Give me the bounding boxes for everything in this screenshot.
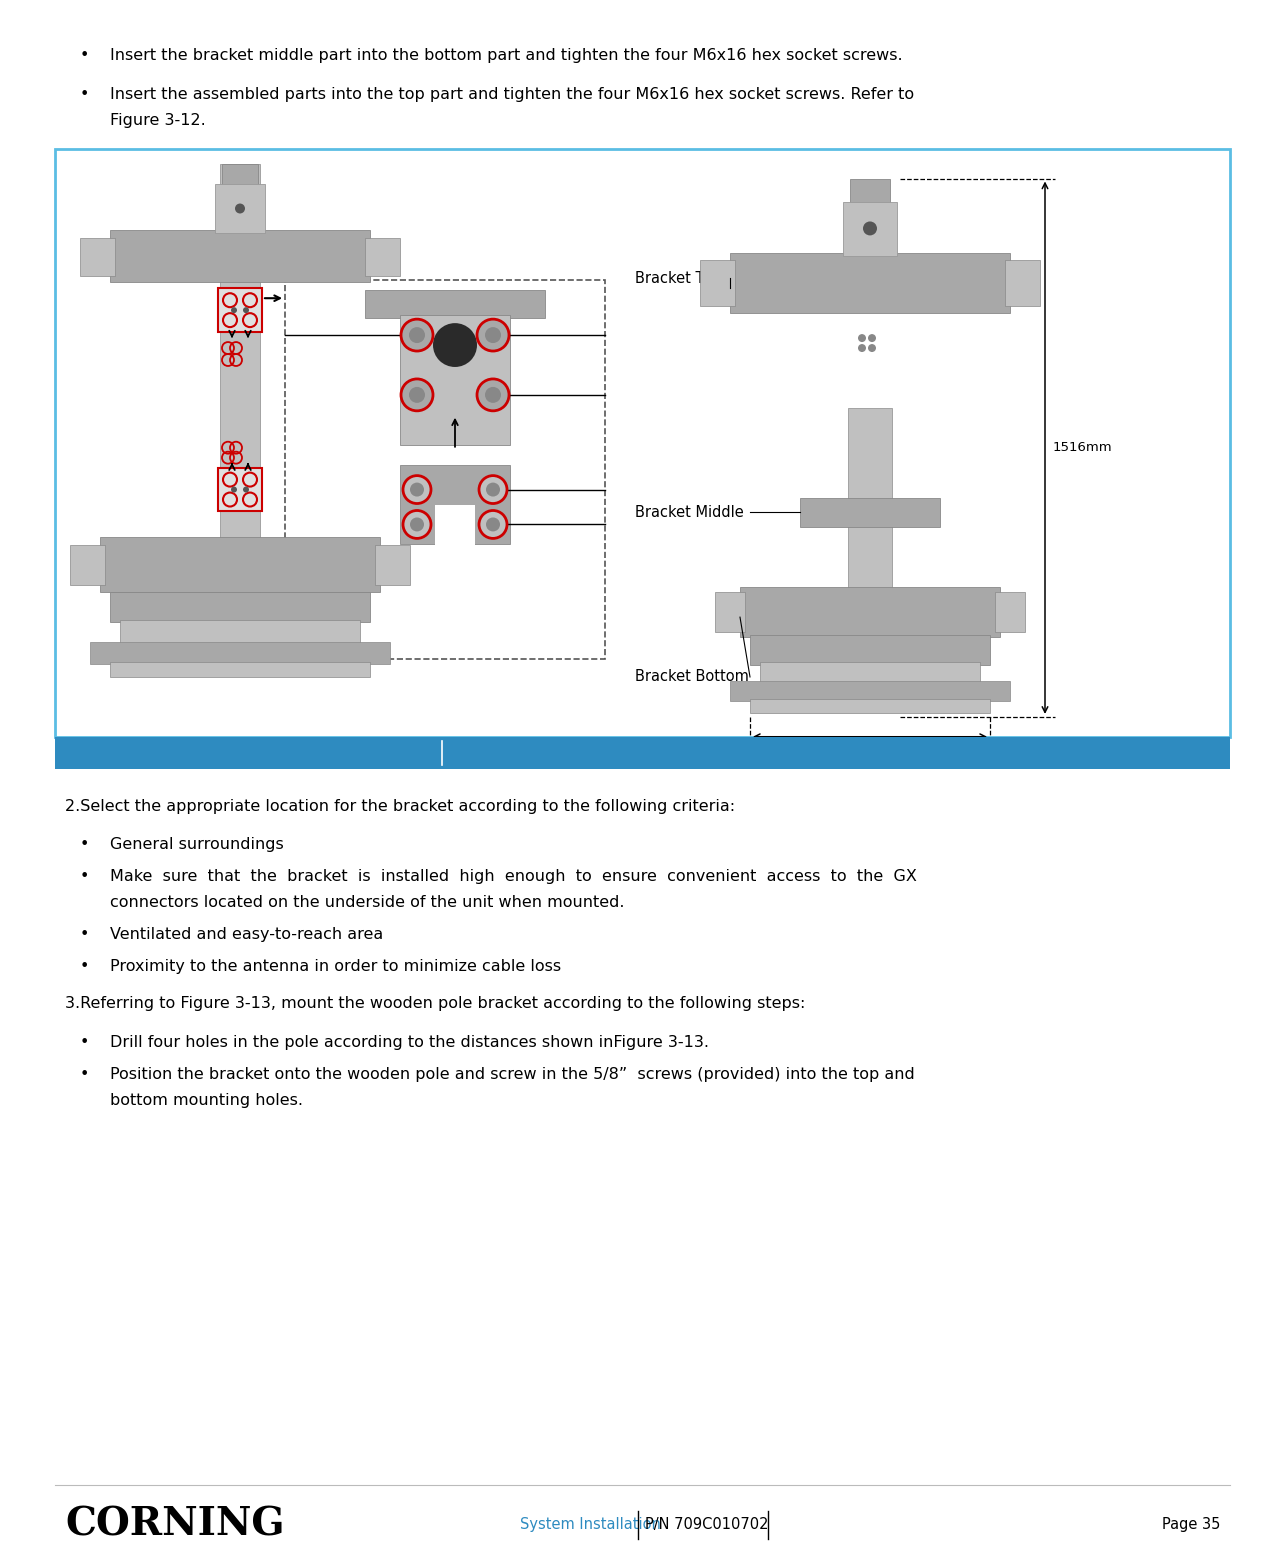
Text: •: • xyxy=(80,1034,89,1050)
Bar xyxy=(715,593,745,632)
Circle shape xyxy=(402,379,434,410)
Bar xyxy=(110,231,370,282)
Bar xyxy=(110,593,370,622)
Circle shape xyxy=(403,511,431,539)
Bar xyxy=(215,184,265,234)
Circle shape xyxy=(863,221,877,235)
Bar xyxy=(994,593,1025,632)
Text: •: • xyxy=(80,960,89,974)
Text: 3.Referring to Figure 3-13, mount the wooden pole bracket according to the follo: 3.Referring to Figure 3-13, mount the wo… xyxy=(65,995,806,1011)
Bar xyxy=(55,737,1230,769)
Text: Make  sure  that  the  bracket  is  installed  high  enough  to  ensure  conveni: Make sure that the bracket is installed … xyxy=(110,870,917,884)
Bar xyxy=(110,663,370,676)
Bar xyxy=(365,289,544,319)
Text: •: • xyxy=(80,87,89,102)
Circle shape xyxy=(486,483,500,497)
Circle shape xyxy=(868,334,876,342)
Bar xyxy=(120,621,360,646)
Text: System Installation: System Installation xyxy=(520,1517,660,1533)
Text: bottom mounting holes.: bottom mounting holes. xyxy=(110,1093,303,1107)
Circle shape xyxy=(486,517,500,531)
Bar xyxy=(365,238,400,276)
Bar xyxy=(740,587,1000,638)
Text: 2.Select the appropriate location for the bracket according to the following cri: 2.Select the appropriate location for th… xyxy=(65,799,736,814)
Bar xyxy=(731,254,1010,313)
Circle shape xyxy=(409,387,425,402)
Text: CORNING: CORNING xyxy=(65,1506,284,1543)
Bar xyxy=(435,505,476,550)
Text: P/N 709C010702: P/N 709C010702 xyxy=(645,1517,769,1533)
Text: Page 35: Page 35 xyxy=(1162,1517,1220,1533)
Text: Bracket Bottom: Bracket Bottom xyxy=(635,669,748,684)
Circle shape xyxy=(479,475,507,503)
Circle shape xyxy=(231,486,237,492)
Circle shape xyxy=(479,511,507,539)
Bar xyxy=(80,238,115,276)
Bar xyxy=(700,260,734,307)
Bar xyxy=(843,201,898,257)
Bar xyxy=(70,545,105,585)
Text: Figure 3-12: Figure 3-12 xyxy=(456,745,539,760)
Circle shape xyxy=(477,379,509,410)
Bar xyxy=(375,545,411,585)
Bar xyxy=(400,316,510,444)
Circle shape xyxy=(403,475,431,503)
Bar xyxy=(221,164,260,672)
Circle shape xyxy=(411,517,425,531)
Circle shape xyxy=(858,344,866,351)
Bar xyxy=(850,178,890,203)
Bar xyxy=(400,464,510,545)
Bar xyxy=(91,642,390,664)
Circle shape xyxy=(244,307,249,313)
Text: 386mm: 386mm xyxy=(844,757,895,769)
Circle shape xyxy=(484,327,501,344)
Bar xyxy=(1005,260,1040,307)
Circle shape xyxy=(231,307,237,313)
Bar xyxy=(750,698,989,712)
Circle shape xyxy=(409,327,425,344)
Text: Insert the bracket middle part into the bottom part and tighten the four M6x16 h: Insert the bracket middle part into the … xyxy=(110,48,903,63)
Bar xyxy=(55,149,1230,737)
Text: •: • xyxy=(80,870,89,884)
Text: Drill four holes in the pole according to the distances shown inFigure 3-13.: Drill four holes in the pole according t… xyxy=(110,1034,709,1050)
Circle shape xyxy=(411,483,425,497)
Text: Insert the assembled parts into the top part and tighten the four M6x16 hex sock: Insert the assembled parts into the top … xyxy=(110,87,914,102)
Bar xyxy=(286,280,606,659)
Circle shape xyxy=(402,319,434,351)
Text: •: • xyxy=(80,1067,89,1082)
Text: Bracket Top: Bracket Top xyxy=(635,271,720,286)
Bar xyxy=(760,663,980,684)
Circle shape xyxy=(868,344,876,351)
Text: •: • xyxy=(80,837,89,853)
Bar xyxy=(218,288,261,333)
Text: •: • xyxy=(80,48,89,63)
Text: General surroundings: General surroundings xyxy=(110,837,284,853)
Bar xyxy=(731,681,1010,701)
Bar xyxy=(799,497,940,528)
Text: Wooden Pole Bracket Assembly: Wooden Pole Bracket Assembly xyxy=(70,745,300,760)
Bar xyxy=(750,635,989,666)
Bar xyxy=(99,537,380,593)
Circle shape xyxy=(434,324,477,367)
Circle shape xyxy=(235,203,245,214)
Text: 1516mm: 1516mm xyxy=(1053,441,1113,454)
Bar xyxy=(848,407,892,638)
Circle shape xyxy=(858,334,866,342)
Text: Bracket Middle: Bracket Middle xyxy=(635,505,743,520)
Text: Figure 3-12.: Figure 3-12. xyxy=(110,113,205,127)
Text: Proximity to the antenna in order to minimize cable loss: Proximity to the antenna in order to min… xyxy=(110,960,561,974)
Text: Ventilated and easy-to-reach area: Ventilated and easy-to-reach area xyxy=(110,927,384,943)
Circle shape xyxy=(244,486,249,492)
Bar xyxy=(222,164,258,186)
Text: Position the bracket onto the wooden pole and screw in the 5/8”  screws (provide: Position the bracket onto the wooden pol… xyxy=(110,1067,914,1082)
Circle shape xyxy=(477,319,509,351)
Circle shape xyxy=(484,387,501,402)
Text: connectors located on the underside of the unit when mounted.: connectors located on the underside of t… xyxy=(110,895,625,910)
Text: •: • xyxy=(80,927,89,943)
Bar xyxy=(218,467,261,511)
